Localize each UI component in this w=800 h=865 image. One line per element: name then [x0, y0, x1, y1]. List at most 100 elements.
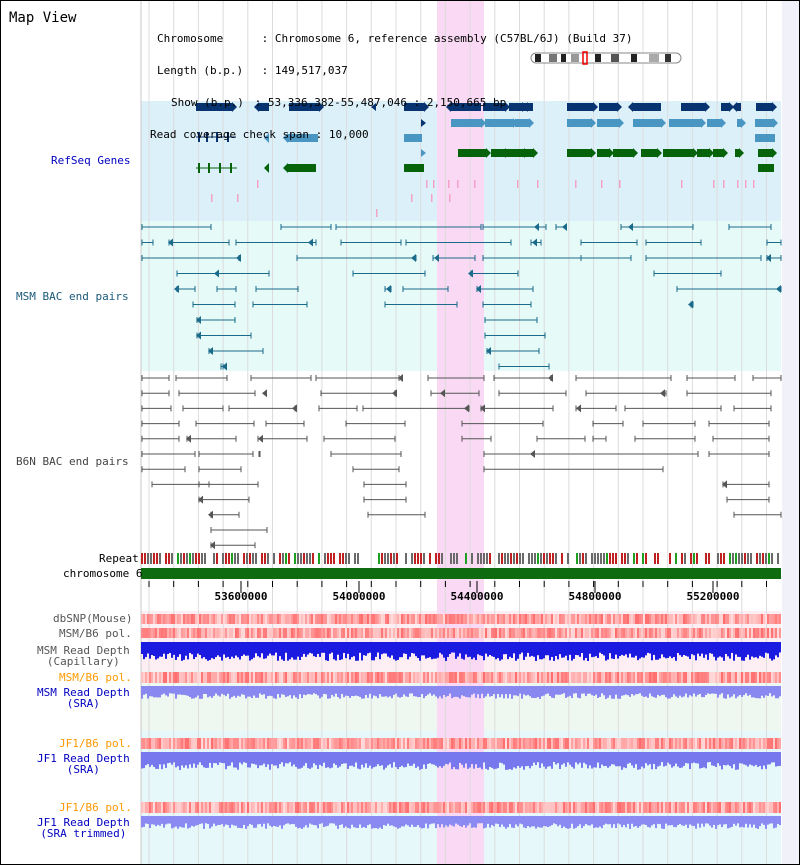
depth-bar	[471, 642, 473, 660]
depth-bar	[745, 816, 747, 824]
label-refseq[interactable]: RefSeq Genes	[51, 154, 131, 167]
depth-bar	[501, 816, 503, 825]
heat-cell	[145, 628, 147, 638]
depth-bar	[265, 686, 267, 699]
depth-bar	[193, 686, 195, 699]
refseq-gene	[196, 103, 232, 111]
depth-bar	[245, 816, 247, 829]
depth-bar	[385, 752, 387, 768]
heat-cell	[741, 802, 743, 813]
heat-cell	[315, 614, 317, 624]
depth-bar	[351, 816, 353, 825]
heat-cell	[767, 802, 769, 813]
depth-bar	[655, 686, 657, 698]
depth-bar	[499, 642, 501, 661]
heat-cell	[163, 738, 165, 749]
heat-cell	[293, 628, 295, 638]
gene-arrow	[657, 148, 662, 158]
depth-bar	[207, 816, 209, 824]
depth-bar	[507, 816, 509, 828]
depth-bar	[627, 642, 629, 658]
heat-cell	[683, 738, 685, 749]
depth-bar	[303, 686, 305, 695]
heat-cell	[197, 672, 199, 683]
depth-bar	[271, 816, 273, 827]
heat-cell	[719, 738, 721, 749]
heat-cell	[633, 628, 635, 638]
heat-cell	[467, 802, 469, 813]
heat-cell	[737, 738, 739, 749]
heat-cell	[663, 672, 665, 683]
heat-cell	[515, 802, 517, 813]
label-b6n-bac[interactable]: B6N BAC end pairs	[16, 455, 129, 468]
depth-bar	[653, 752, 655, 764]
heat-cell	[603, 628, 605, 638]
depth-bar	[601, 816, 603, 829]
depth-bar	[629, 642, 631, 654]
heat-cell	[393, 614, 395, 624]
heat-cell	[453, 672, 455, 683]
heat-cell	[209, 614, 211, 624]
heat-cell	[687, 614, 689, 624]
heat-cell	[403, 614, 405, 624]
heat-cell	[441, 614, 443, 624]
depth-bar	[161, 686, 163, 695]
depth-bar	[617, 752, 619, 767]
depth-bar	[439, 642, 441, 653]
heat-cell	[369, 614, 371, 624]
depth-bar	[401, 816, 403, 827]
depth-bar	[277, 816, 279, 827]
heat-cell	[295, 738, 297, 749]
heat-cell	[581, 628, 583, 638]
heat-cell	[219, 672, 221, 683]
depth-bar	[521, 752, 523, 767]
repeat-mark	[483, 553, 485, 564]
heat-cell	[653, 802, 655, 813]
heat-cell	[709, 738, 711, 749]
depth-bar	[377, 642, 379, 653]
heat-cell	[315, 802, 317, 813]
depth-bar	[461, 686, 463, 696]
depth-bar	[773, 816, 775, 829]
depth-bar	[715, 642, 717, 661]
heat-cell	[699, 738, 701, 749]
depth-bar	[695, 642, 697, 661]
heat-cell	[579, 738, 581, 749]
heat-cell	[535, 802, 537, 813]
depth-bar	[179, 816, 181, 827]
heat-cell	[679, 738, 681, 749]
depth-bar	[671, 686, 673, 697]
heat-cell	[451, 614, 453, 624]
heat-cell	[433, 802, 435, 813]
heat-cell	[671, 802, 673, 813]
depth-bar	[145, 686, 147, 694]
depth-bar	[351, 686, 353, 696]
depth-bar	[209, 642, 211, 660]
depth-bar	[373, 642, 375, 661]
heat-cell	[391, 802, 393, 813]
heat-cell	[215, 672, 217, 683]
label-msm-bac[interactable]: MSM BAC end pairs	[16, 290, 129, 303]
heat-cell	[691, 628, 693, 638]
depth-bar	[571, 816, 573, 824]
repeat-mark	[621, 553, 623, 564]
depth-bar	[461, 816, 463, 827]
depth-bar	[281, 686, 283, 695]
depth-bar	[683, 816, 685, 826]
gene-exon	[227, 132, 229, 142]
depth-bar	[581, 752, 583, 768]
heat-cell	[621, 672, 623, 683]
jf1-b6-pol-track-2	[141, 802, 781, 813]
heat-cell	[711, 738, 713, 749]
heat-cell	[167, 802, 169, 813]
depth-bar	[401, 642, 403, 658]
heat-cell	[147, 628, 149, 638]
bac-end-marker	[210, 541, 215, 550]
repeat-mark	[756, 553, 758, 564]
heat-cell	[515, 628, 517, 638]
depth-bar	[269, 642, 271, 654]
heat-cell	[397, 738, 399, 749]
heat-cell	[671, 614, 673, 624]
gene-arrow	[424, 102, 429, 112]
